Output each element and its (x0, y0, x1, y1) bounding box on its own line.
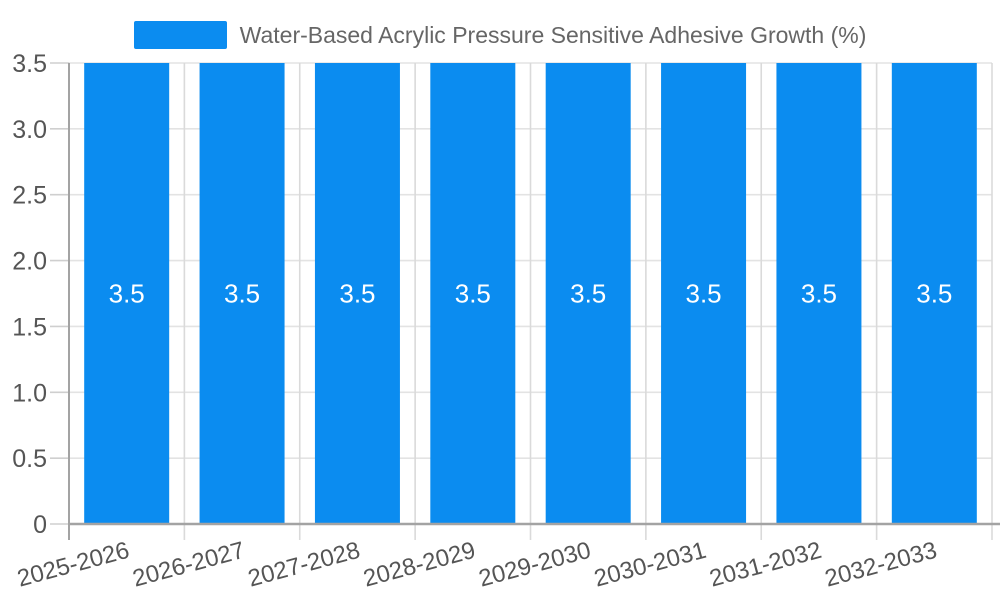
y-axis-tick-label: 3.0 (12, 116, 47, 144)
y-axis-tick-label: 1.0 (12, 379, 47, 407)
legend-swatch (133, 21, 227, 49)
x-axis-tick-label: 2029-2030 (476, 537, 594, 593)
bar-value-label: 3.5 (224, 279, 260, 309)
bar-2030-2031[interactable] (661, 63, 747, 524)
x-axis-tick-label: 2030-2031 (591, 537, 709, 593)
x-axis-tick-label: 2027-2028 (245, 537, 363, 593)
legend-label: Water-Based Acrylic Pressure Sensitive A… (239, 22, 867, 48)
bar-2026-2027[interactable] (199, 63, 285, 524)
y-axis-tick-label: 1.5 (12, 313, 47, 341)
bar-value-label: 3.5 (801, 279, 837, 309)
y-axis-tick-label: 3.5 (12, 50, 47, 78)
bar-value-label: 3.5 (339, 279, 375, 309)
x-axis-tick-label: 2028-2029 (361, 537, 479, 593)
chart-legend[interactable]: Water-Based Acrylic Pressure Sensitive A… (0, 20, 1000, 50)
x-axis-tick-label: 2025-2026 (14, 537, 132, 593)
bar-value-label: 3.5 (916, 279, 952, 309)
y-axis-tick-label: 2.5 (12, 182, 47, 210)
bar-2028-2029[interactable] (430, 63, 516, 524)
bar-2029-2030[interactable] (545, 63, 631, 524)
bar-2032-2033[interactable] (891, 63, 977, 524)
bar-2027-2028[interactable] (314, 63, 400, 524)
bar-value-label: 3.5 (109, 279, 145, 309)
y-axis-tick-label: 0.5 (12, 445, 47, 473)
y-axis-tick-label: 2.0 (12, 248, 47, 276)
x-axis-tick-label: 2032-2033 (822, 537, 940, 593)
bar-2025-2026[interactable] (84, 63, 170, 524)
bar-value-label: 3.5 (685, 279, 721, 309)
bar-value-label: 3.5 (570, 279, 606, 309)
bar-value-label: 3.5 (455, 279, 491, 309)
x-axis-tick-label: 2031-2032 (707, 537, 825, 593)
y-axis-tick-label: 0 (33, 511, 47, 539)
x-axis-tick-label: 2026-2027 (130, 537, 248, 593)
bar-2031-2032[interactable] (776, 63, 862, 524)
